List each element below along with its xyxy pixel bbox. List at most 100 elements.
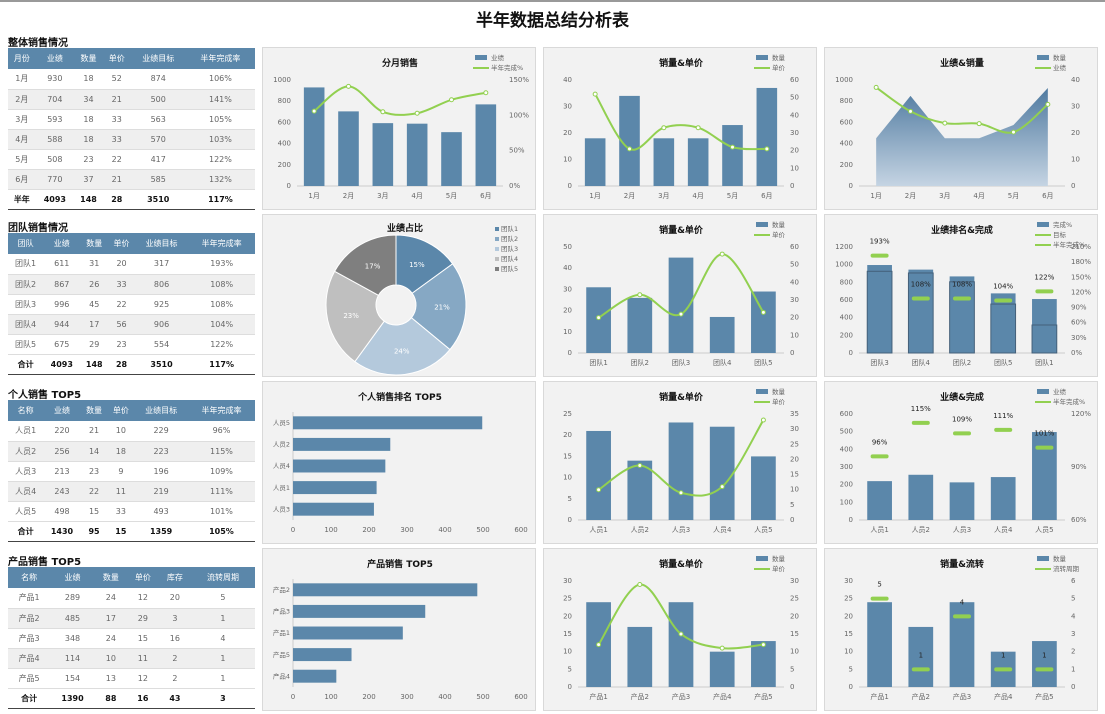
table-cell: 193% <box>188 254 255 275</box>
svg-text:产品3: 产品3 <box>672 692 690 701</box>
table-cell: 1359 <box>134 520 188 542</box>
svg-text:120%: 120% <box>1071 288 1091 296</box>
svg-text:400: 400 <box>840 140 853 148</box>
svg-text:24%: 24% <box>394 348 410 356</box>
svg-text:109%: 109% <box>952 415 972 423</box>
table-cell: 154 <box>50 668 95 689</box>
table-total-row: 半年 4093 148 28 3510 117% <box>8 188 255 210</box>
chart-monthly-sales: 分月销售 0 200 400 600 800 1000 0% 50% 100% 150% 业绩 半年完成… <box>262 47 536 210</box>
table-cell: 4月 <box>8 129 36 150</box>
table-cell: 33 <box>107 501 135 522</box>
svg-text:25: 25 <box>563 410 572 418</box>
table-total-row: 合计 1430 95 15 1359 105% <box>8 520 255 542</box>
svg-text:30: 30 <box>1071 103 1080 111</box>
table-cell: 317 <box>134 254 189 275</box>
svg-text:5: 5 <box>849 665 853 673</box>
column-header: 业绩 <box>43 233 81 254</box>
table-team: 团队销售情况 团队 业绩 数量 单价 业绩目标 半年完成率 团队1 611 31 20 317 193%… <box>8 219 255 375</box>
svg-text:200: 200 <box>840 161 853 169</box>
svg-text:15: 15 <box>844 630 853 638</box>
svg-text:60%: 60% <box>1071 319 1087 327</box>
table-cell: 554 <box>134 334 189 355</box>
column-header: 名称 <box>8 400 44 421</box>
table-cell: 132% <box>185 169 255 190</box>
svg-text:人员2: 人员2 <box>912 526 930 534</box>
svg-text:2月: 2月 <box>343 192 354 200</box>
table-cell: 874 <box>130 69 186 90</box>
svg-text:150%: 150% <box>1071 273 1091 281</box>
svg-text:600: 600 <box>840 410 853 418</box>
svg-text:10: 10 <box>844 648 853 656</box>
svg-text:3月: 3月 <box>658 192 669 200</box>
table-header: 名称 业绩 数量 单价 业绩目标 半年完成率 <box>8 400 255 421</box>
table-cell: 111% <box>187 481 255 502</box>
table-cell: 22 <box>80 481 108 502</box>
table-row: 团队1 611 31 20 317 193% <box>8 254 255 275</box>
svg-text:1: 1 <box>919 651 923 659</box>
table-row: 产品1 289 24 12 20 5 <box>8 588 255 609</box>
table-cell: 产品2 <box>8 608 51 629</box>
svg-text:人员1: 人员1 <box>870 526 888 534</box>
svg-text:团队4: 团队4 <box>501 254 518 263</box>
svg-text:0: 0 <box>568 683 572 691</box>
table-cell: 867 <box>43 274 81 295</box>
table-cell: 103% <box>185 129 255 150</box>
svg-text:5: 5 <box>1071 595 1075 603</box>
svg-text:25: 25 <box>563 595 572 603</box>
svg-text:30: 30 <box>563 577 572 585</box>
svg-text:销量&单价: 销量&单价 <box>659 391 704 403</box>
svg-text:21%: 21% <box>434 303 450 311</box>
table-row: 团队4 944 17 56 906 104% <box>8 314 255 335</box>
svg-text:销量&流转: 销量&流转 <box>940 558 984 570</box>
table-cell: 团队5 <box>8 334 44 355</box>
column-header: 半年完成率 <box>187 400 255 421</box>
svg-text:200: 200 <box>840 331 853 339</box>
column-header: 数量 <box>94 567 127 588</box>
table-cell: 24 <box>94 628 127 649</box>
table-cell: 12 <box>126 588 159 609</box>
svg-text:1月: 1月 <box>870 192 881 200</box>
svg-text:17%: 17% <box>365 262 381 270</box>
chart-product-turnover: 销量&流转 0 5 10 15 20 25 30 0 1 2 3 4 5 6 5 1 4 1 1 数量 流转周期 产品1 产品… <box>824 548 1098 711</box>
svg-text:单价: 单价 <box>772 63 786 72</box>
table-row: 3月 593 18 33 563 105% <box>8 109 255 130</box>
table-cell: 115% <box>187 441 255 462</box>
svg-text:完成%: 完成% <box>1053 220 1072 229</box>
table-row: 人员3 213 23 9 196 109% <box>8 461 255 482</box>
svg-text:团队3: 团队3 <box>870 358 888 367</box>
table-cell: 585 <box>130 169 186 190</box>
svg-text:人员4: 人员4 <box>713 526 732 534</box>
svg-text:销量&单价: 销量&单价 <box>659 224 704 236</box>
table-cell: 34 <box>74 89 103 110</box>
svg-text:800: 800 <box>840 97 853 105</box>
table-cell: 114 <box>50 648 95 669</box>
table-cell: 45 <box>80 294 109 315</box>
table-cell: 256 <box>43 441 81 462</box>
svg-text:3月: 3月 <box>377 192 388 200</box>
table-cell: 1 <box>190 608 255 629</box>
svg-text:业绩: 业绩 <box>1053 387 1067 396</box>
svg-text:0: 0 <box>849 683 853 691</box>
svg-text:96%: 96% <box>872 438 888 446</box>
column-header: 单价 <box>107 400 135 421</box>
svg-text:产品5: 产品5 <box>754 692 772 701</box>
table-cell: 348 <box>50 628 95 649</box>
table-cell: 半年 <box>8 188 36 210</box>
svg-text:4: 4 <box>1071 612 1076 620</box>
column-header: 半年完成率 <box>185 48 255 69</box>
svg-text:60: 60 <box>790 76 799 84</box>
svg-text:4月: 4月 <box>411 192 422 200</box>
svg-text:400: 400 <box>840 314 853 322</box>
svg-text:数量: 数量 <box>772 220 786 229</box>
svg-text:15: 15 <box>563 452 572 460</box>
column-header: 半年完成率 <box>188 233 255 254</box>
svg-text:2月: 2月 <box>905 192 916 200</box>
column-header: 数量 <box>74 48 103 69</box>
svg-text:600: 600 <box>278 118 291 126</box>
table-cell: 500 <box>130 89 186 110</box>
table-cell: 122% <box>188 334 255 355</box>
column-header: 库存 <box>158 567 191 588</box>
table-cell: 产品3 <box>8 628 51 649</box>
svg-text:23%: 23% <box>343 312 359 320</box>
table-cell: 21 <box>102 89 131 110</box>
